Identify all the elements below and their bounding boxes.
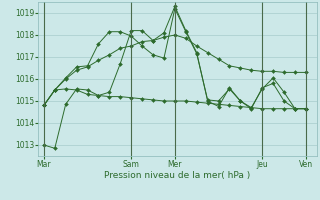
X-axis label: Pression niveau de la mer( hPa ): Pression niveau de la mer( hPa ) [104, 171, 251, 180]
